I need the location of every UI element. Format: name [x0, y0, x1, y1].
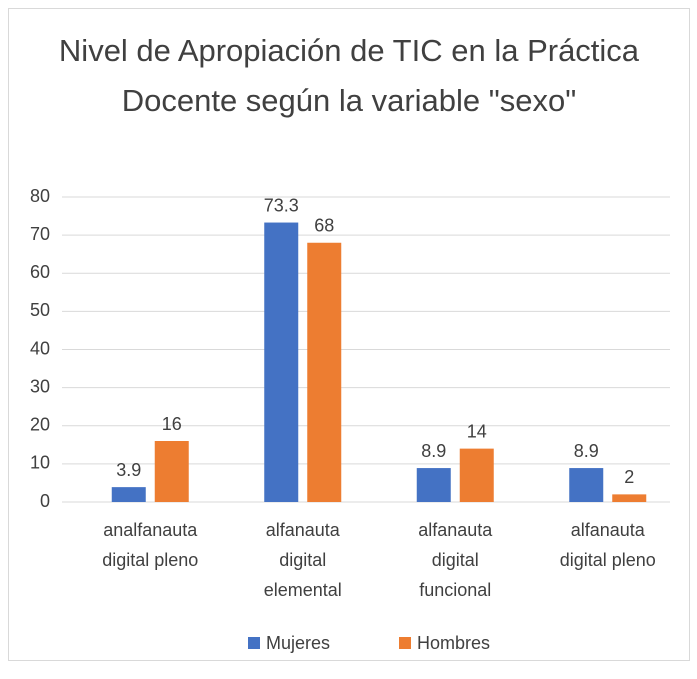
bar	[111, 487, 146, 502]
bar	[459, 448, 494, 502]
bar	[307, 242, 342, 502]
data-label: 2	[624, 467, 634, 487]
bar	[154, 441, 189, 502]
legend-swatch	[248, 637, 260, 649]
data-label: 16	[162, 414, 182, 434]
chart-border	[8, 8, 690, 661]
y-tick-label: 30	[30, 376, 50, 396]
bar	[612, 494, 647, 502]
legend-swatch	[399, 637, 411, 649]
y-tick-label: 60	[30, 262, 50, 282]
data-label: 8.9	[574, 441, 599, 461]
legend-label: Mujeres	[266, 633, 330, 653]
legend-label: Hombres	[417, 633, 490, 653]
y-tick-label: 70	[30, 224, 50, 244]
x-tick-label: alfanauta digital pleno	[559, 520, 656, 570]
y-tick-label: 40	[30, 338, 50, 358]
y-tick-label: 20	[30, 415, 50, 435]
data-label: 8.9	[421, 441, 446, 461]
y-tick-label: 10	[30, 453, 50, 473]
data-label: 68	[314, 216, 334, 236]
y-tick-label: 80	[30, 186, 50, 206]
x-tick-label: alfanauta digital elemental	[263, 520, 342, 600]
data-label: 73.3	[264, 195, 299, 215]
chart-title: Nivel de Apropiación de TIC en la Prácti…	[58, 33, 640, 118]
bar	[569, 468, 604, 502]
y-tick-label: 50	[30, 300, 50, 320]
x-tick-label: alfanauta digital funcional	[418, 520, 493, 600]
data-label: 14	[467, 421, 487, 441]
bar	[416, 468, 451, 502]
bar	[264, 222, 299, 502]
x-tick-label: analfanauta digital pleno	[102, 520, 199, 570]
y-tick-label: 0	[40, 491, 50, 511]
data-label: 3.9	[116, 460, 141, 480]
